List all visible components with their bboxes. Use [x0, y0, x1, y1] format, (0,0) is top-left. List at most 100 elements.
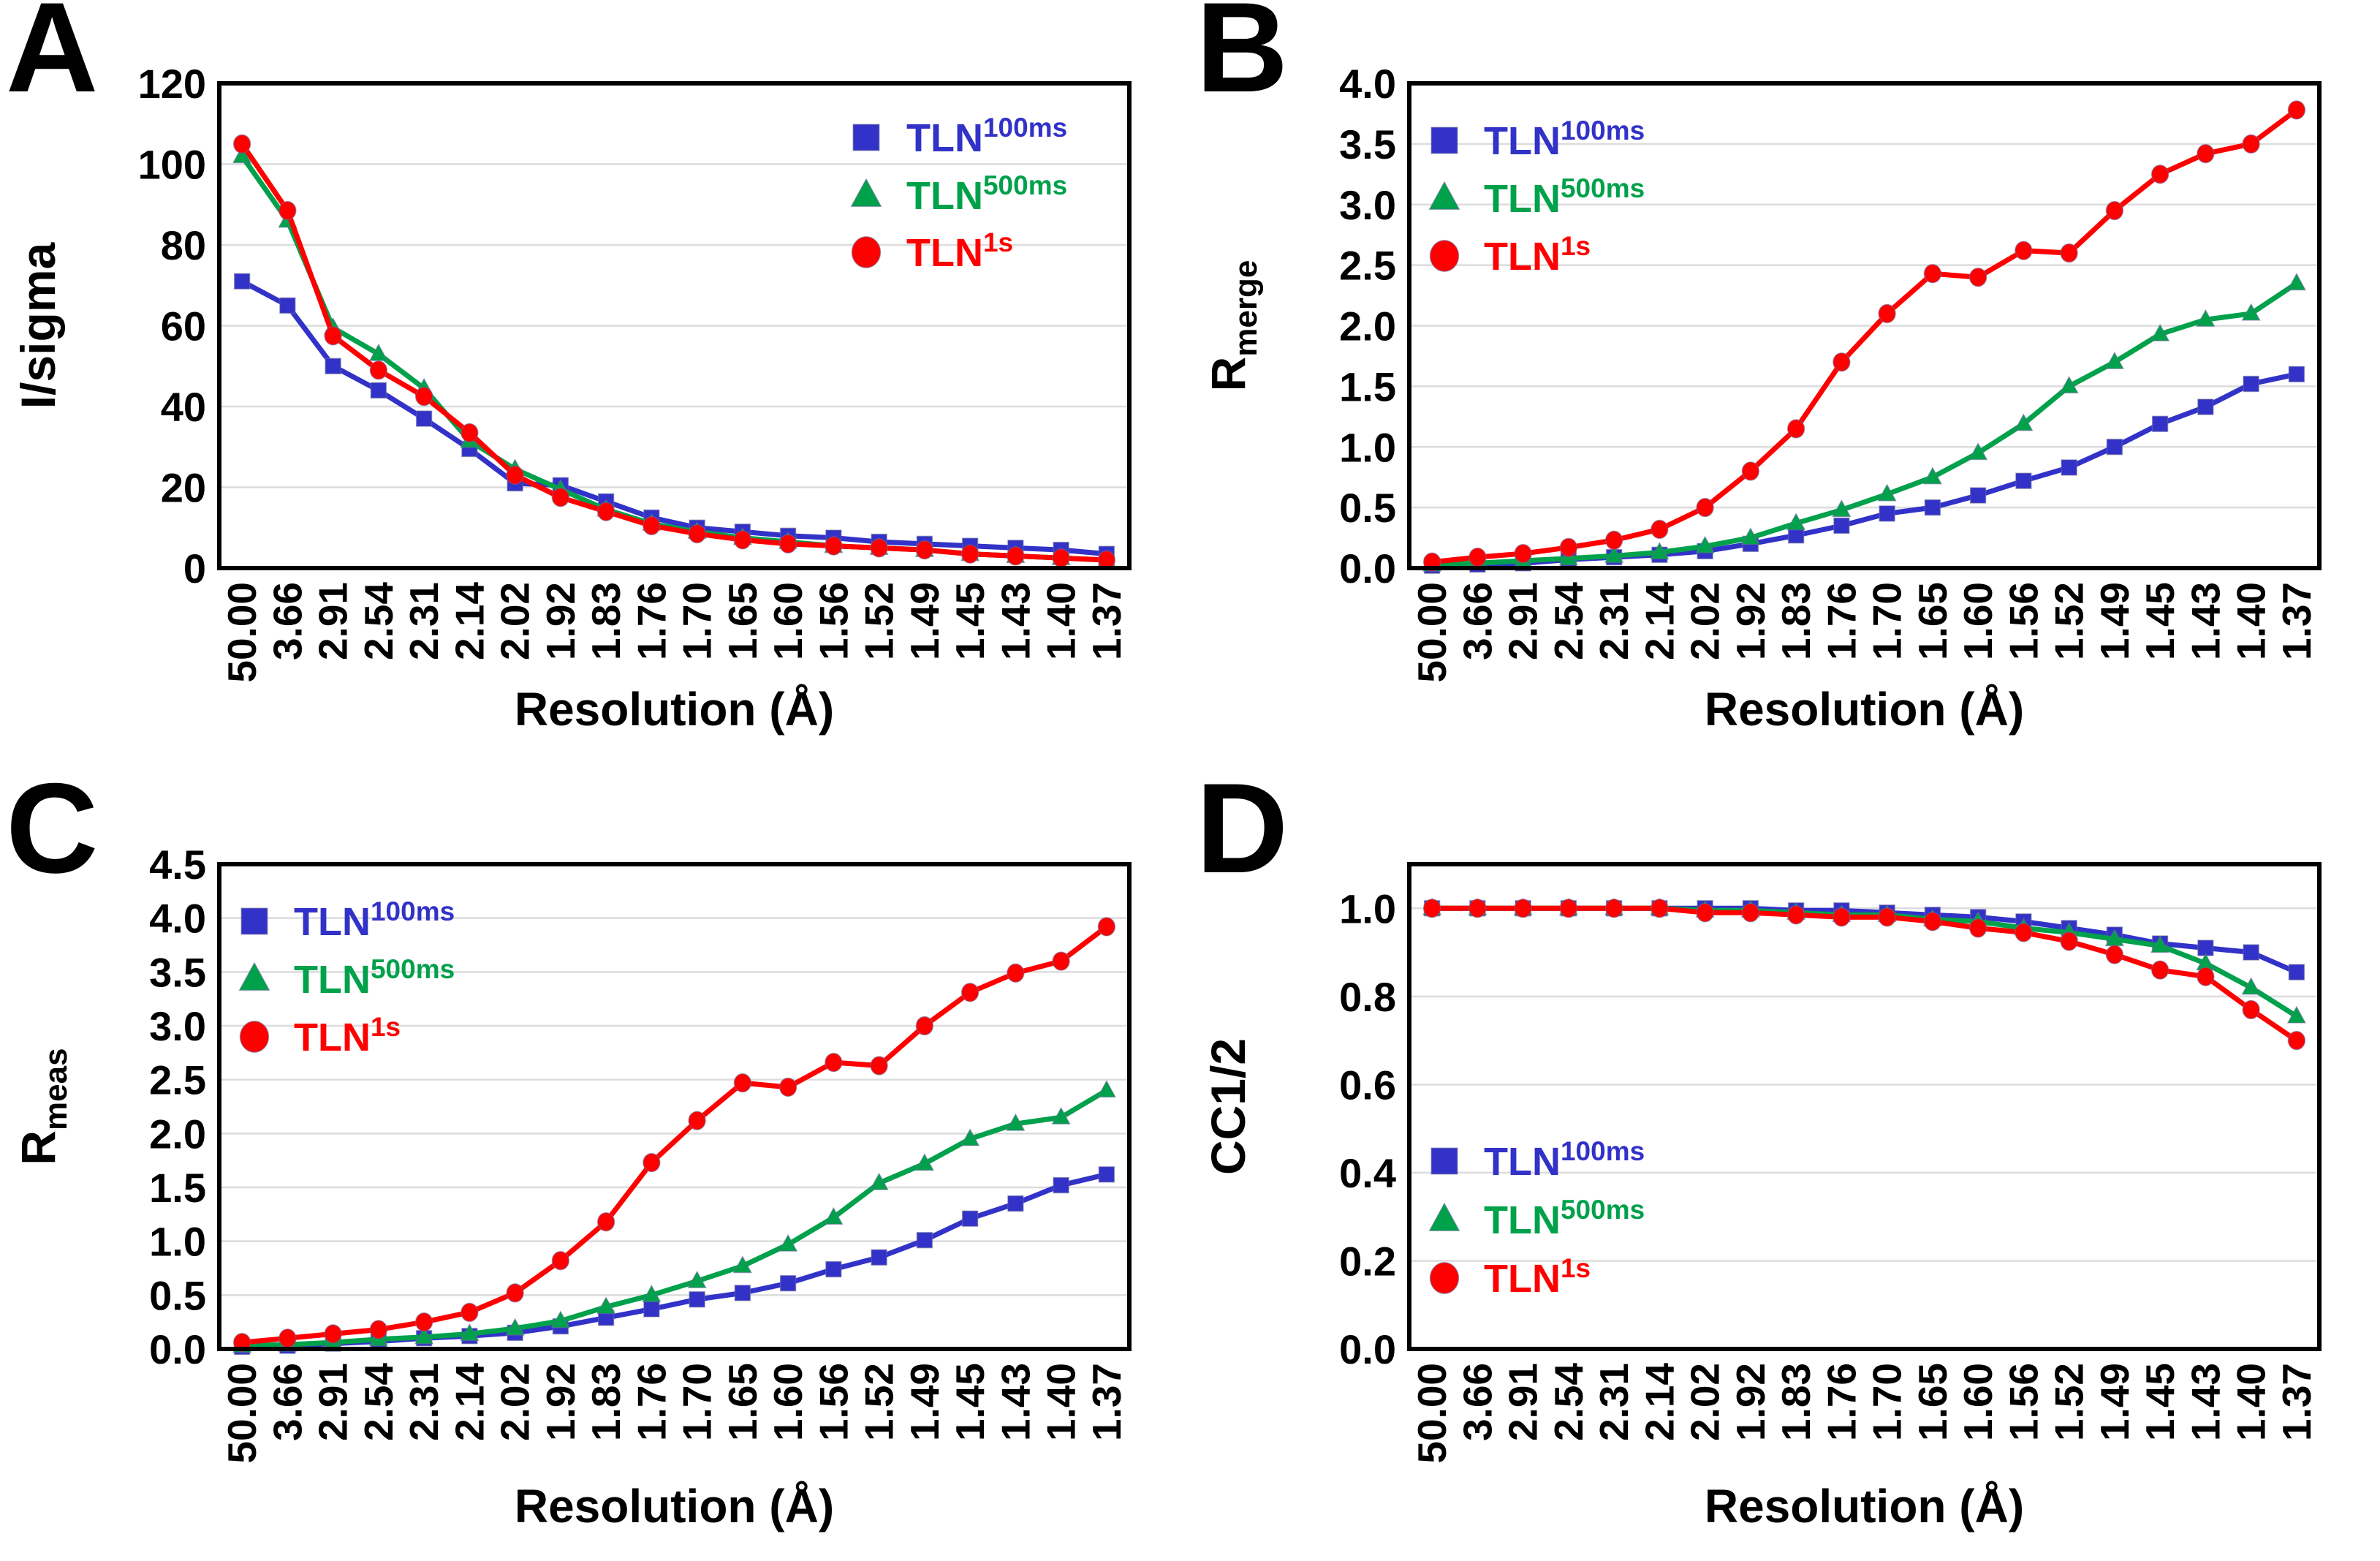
y-axis-title: Rmerge	[1201, 260, 1264, 392]
marker-circle-1s	[278, 200, 297, 221]
x-tick-label: 1.70	[675, 1363, 720, 1441]
marker-square-100ms	[233, 273, 251, 290]
marker-circle-1s	[1007, 546, 1025, 566]
x-tick-label: 1.49	[902, 582, 947, 660]
legend-label-100ms: TLN100ms	[1484, 1136, 1645, 1184]
marker-circle-1s	[1696, 903, 1714, 923]
x-tick-label: 1.56	[2001, 1363, 2046, 1441]
legend-triangle-marker-500ms	[1428, 181, 1460, 210]
marker-circle-1s	[870, 538, 888, 558]
marker-circle-1s	[551, 488, 570, 507]
x-tick-label: 1.60	[1955, 582, 2001, 660]
x-tick-label: 1.45	[2137, 582, 2183, 660]
marker-triangle-500ms	[869, 1172, 889, 1190]
x-axis-title: Resolution (Å)	[515, 1480, 834, 1532]
legend-triangle-marker-500ms	[850, 178, 882, 207]
legend-label-superscript: 1s	[371, 1012, 401, 1042]
marker-circle-1s	[1007, 963, 1025, 983]
marker-square-100ms	[643, 1301, 660, 1318]
panel-d: D 0.0 0.2 0.4 0.6 0.8 1.0 50.00 3.66 2.91 2.54 2.3…	[1190, 765, 2380, 1561]
marker-square-100ms	[370, 382, 387, 399]
marker-circle-1s	[369, 360, 388, 380]
x-tick-label: 2.31	[401, 1363, 447, 1441]
marker-triangle-500ms	[2150, 323, 2170, 341]
x-tick-label: 1.49	[2092, 582, 2137, 660]
plot-frame	[1407, 81, 2322, 570]
legend-label-superscript: 100ms	[371, 896, 455, 926]
y-axis-title: I/sigma	[11, 242, 65, 409]
marker-circle-1s	[1604, 899, 1623, 918]
x-tick-label: 1.37	[2274, 1363, 2319, 1441]
marker-square-100ms	[871, 1249, 887, 1266]
marker-circle-1s	[1468, 547, 1487, 567]
x-tick-label: 1.92	[1728, 582, 1773, 660]
x-tick-label: 2.54	[356, 1363, 401, 1441]
marker-triangle-500ms	[778, 1233, 798, 1252]
marker-square-100ms	[961, 1210, 979, 1227]
marker-circle-1s	[643, 515, 661, 536]
marker-square-100ms	[825, 1260, 842, 1278]
y-tick-label: 40	[161, 384, 206, 430]
x-tick-label: 1.76	[629, 1363, 674, 1441]
x-tick-label: 2.91	[311, 582, 356, 660]
marker-circle-1s	[1878, 303, 1896, 324]
x-axis-title: Resolution (Å)	[515, 683, 834, 736]
y-tick-label: 0.0	[1339, 1326, 1396, 1372]
legend-square-marker-100ms	[240, 907, 268, 935]
x-tick-label: 1.49	[2092, 1363, 2137, 1441]
marker-circle-1s	[324, 1324, 342, 1344]
legend-label-main: TLN	[906, 231, 983, 275]
x-tick-label: 50.00	[1409, 582, 1455, 683]
x-axis-title: Resolution (Å)	[1705, 1480, 2024, 1532]
x-tick-label: 2.02	[493, 1363, 538, 1441]
chart-rmeas: 0.00.51.01.52.02.53.03.54.04.550.00 3.66 2…	[11, 842, 1132, 1532]
marker-triangle-500ms	[1096, 1079, 1117, 1098]
marker-circle-1s	[1559, 537, 1578, 558]
marker-circle-1s	[778, 534, 797, 554]
marker-square-100ms	[1969, 487, 1987, 504]
marker-circle-1s	[733, 530, 752, 550]
legend-label-main: TLN	[906, 116, 983, 160]
legend-label-superscript: 500ms	[983, 170, 1067, 200]
series-line-tln-100ms	[242, 1171, 1107, 1350]
x-tick-label: 2.31	[401, 582, 447, 660]
chart-cc-half: 0.00.20.40.60.81.050.00 3.66 2.91 2.54 2.31 2…	[1201, 862, 2322, 1532]
y-tick-label: 100	[138, 142, 206, 188]
x-tick-label: 1.92	[538, 1363, 583, 1441]
x-tick-label: 1.70	[1865, 582, 1910, 660]
x-tick-label: 1.56	[811, 582, 856, 660]
marker-circle-1s	[1923, 912, 1942, 931]
marker-circle-1s	[2287, 100, 2306, 120]
legend-circle-marker-1s	[1429, 240, 1460, 272]
marker-square-100ms	[1924, 499, 1941, 516]
x-tick-label: 2.91	[311, 1363, 356, 1441]
legend-label-superscript: 1s	[1561, 231, 1591, 261]
y-tick-label: 0.5	[149, 1272, 206, 1318]
x-tick-label: 1.37	[2274, 582, 2319, 660]
x-tick-label: 2.54	[1546, 582, 1591, 660]
marker-circle-1s	[2060, 931, 2078, 951]
y-axis-title-subscript: merge	[1228, 260, 1264, 357]
marker-triangle-500ms	[1832, 499, 1852, 518]
marker-triangle-500ms	[2241, 977, 2261, 995]
x-tick-label: 1.60	[1955, 1363, 2001, 1441]
marker-triangle-500ms	[2150, 935, 2170, 953]
legend-circle-marker-1s	[239, 1021, 270, 1053]
marker-circle-1s	[1651, 899, 1669, 918]
x-tick-label: 2.54	[356, 582, 401, 660]
x-tick-label: 3.66	[1455, 582, 1500, 660]
marker-circle-1s	[733, 1073, 752, 1093]
marker-square-100ms	[2015, 472, 2032, 489]
marker-circle-1s	[688, 524, 706, 544]
x-tick-label: 2.14	[1637, 1363, 1682, 1441]
marker-circle-1s	[870, 1056, 888, 1076]
x-tick-label: 1.60	[765, 582, 811, 660]
marker-triangle-500ms	[1051, 1106, 1071, 1125]
y-tick-label: 120	[138, 61, 206, 107]
marker-triangle-500ms	[2104, 351, 2125, 369]
x-tick-label: 50.00	[1409, 1363, 1455, 1464]
legend-label-500ms: TLN500ms	[294, 954, 455, 1002]
marker-triangle-500ms	[732, 1255, 753, 1274]
marker-circle-1s	[960, 544, 979, 564]
marker-circle-1s	[461, 423, 479, 443]
